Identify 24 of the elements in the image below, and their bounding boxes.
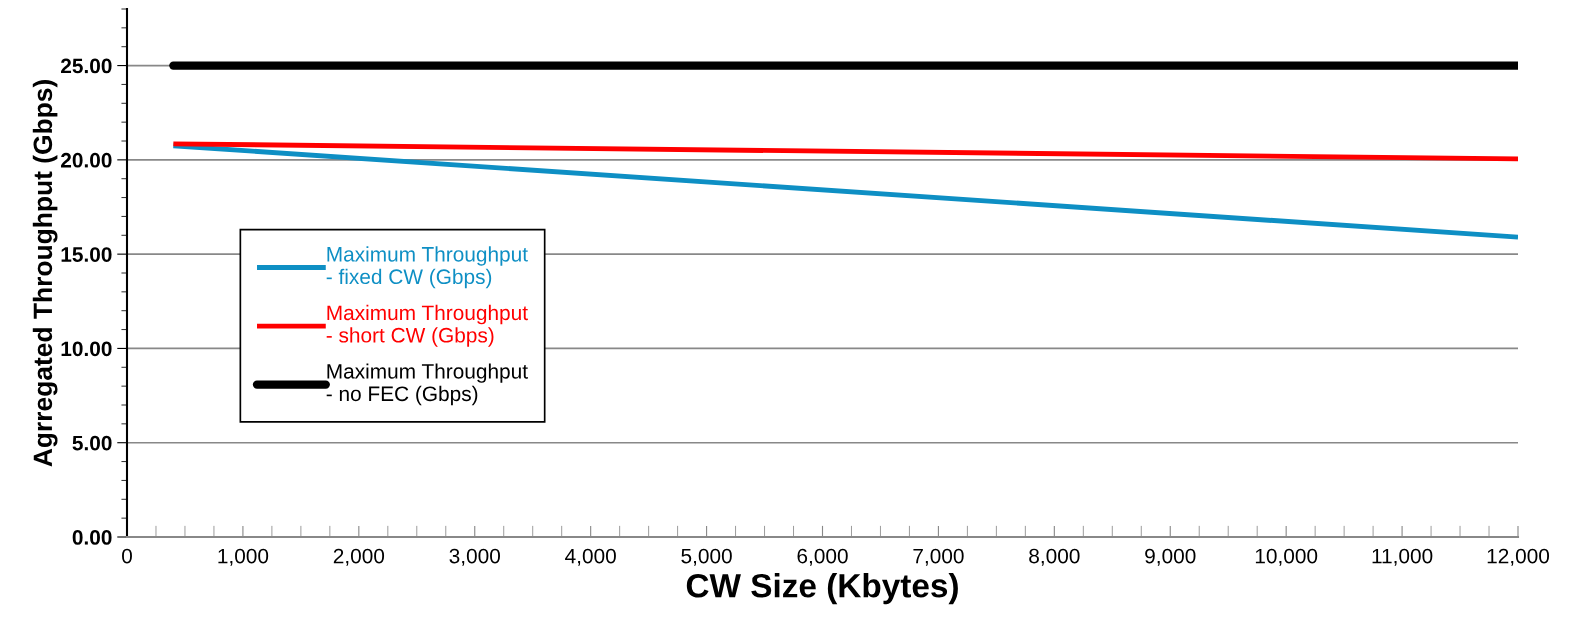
x-tick-label: 0 — [122, 548, 132, 564]
x-tick-label: 9,000 — [1145, 548, 1196, 566]
x-tick-label: 11,000 — [1372, 548, 1433, 566]
legend-label: Maximum Throughput - short CW (Gbps) — [326, 304, 528, 347]
y-tick-label: 10.00 — [61, 341, 112, 357]
x-tick-label: 4,000 — [565, 548, 616, 566]
x-tick-label: 8,000 — [1029, 548, 1080, 566]
y-tick-label: 5.00 — [72, 435, 112, 451]
y-tick-label: 25.00 — [61, 58, 112, 74]
x-tick-label: 10,000 — [1255, 548, 1318, 566]
y-tick-label: 15.00 — [61, 247, 112, 262]
legend-label: Maximum Throughput - no FEC (Gbps) — [326, 363, 528, 406]
y-axis-title: Agrregated Throughput (Gbps) — [32, 80, 58, 467]
x-tick-label: 5,000 — [681, 548, 732, 566]
legend-label: Maximum Throughput - fixed CW (Gbps) — [326, 246, 528, 289]
x-tick-label: 2,000 — [333, 548, 385, 566]
y-tick-label: 0.00 — [72, 530, 112, 545]
x-tick-label: 1,000 — [218, 548, 269, 566]
x-tick-label: 7,000 — [913, 548, 964, 566]
x-tick-label: 3,000 — [449, 548, 500, 566]
y-tick-label: 20.00 — [61, 152, 112, 168]
x-tick-label: 6,000 — [797, 548, 848, 566]
x-tick-label: 12,000 — [1487, 548, 1550, 566]
x-axis-title: CW Size (Kbytes) — [686, 573, 958, 605]
